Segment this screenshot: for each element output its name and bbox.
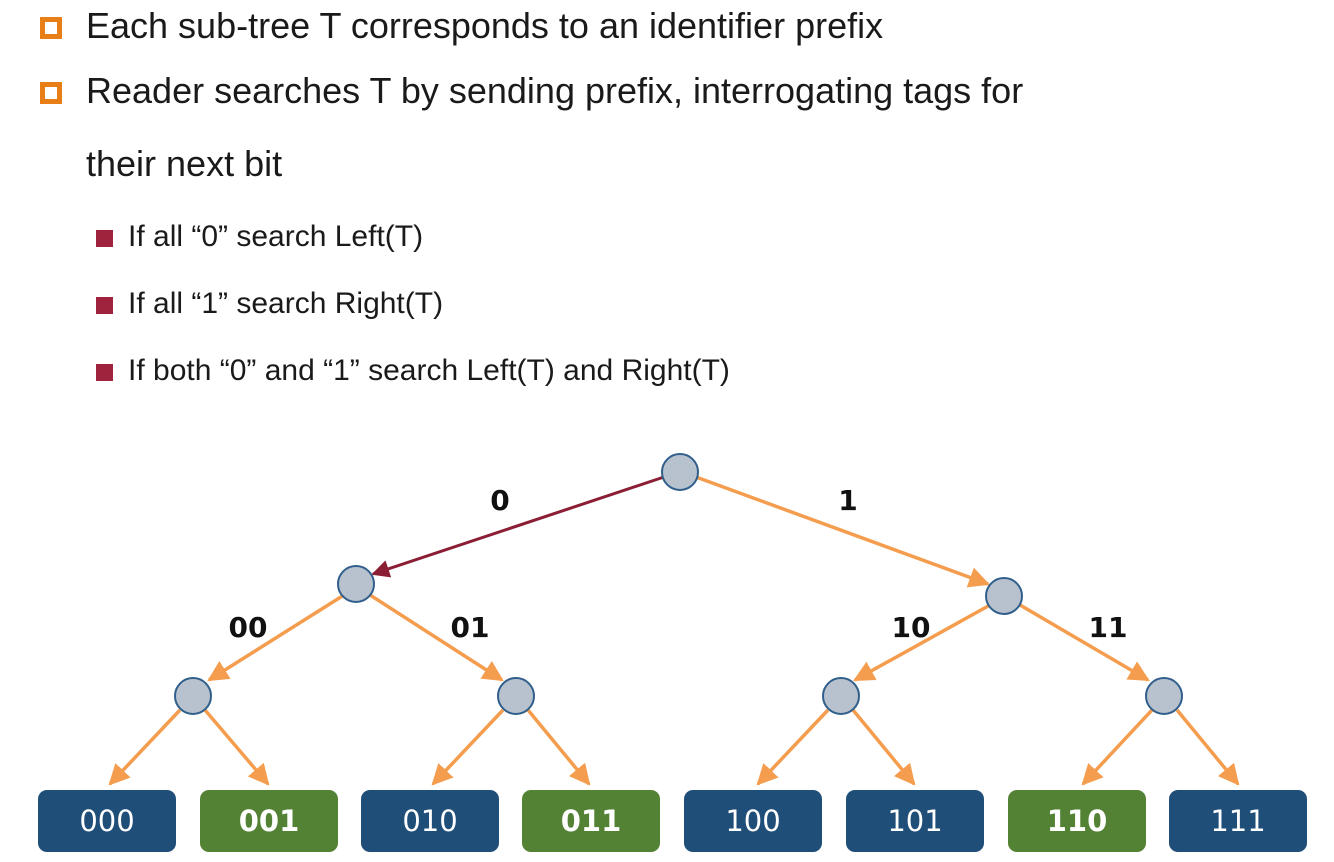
tree-node-10 bbox=[822, 677, 860, 715]
bullet-text: Each sub-tree T corresponds to an identi… bbox=[86, 5, 884, 46]
edge-11-left bbox=[1081, 708, 1154, 786]
edge-root-left bbox=[371, 475, 665, 578]
square-bullet-icon bbox=[96, 297, 113, 314]
leaf-box bbox=[200, 790, 338, 852]
edge-00-right bbox=[203, 708, 270, 786]
leaf-box bbox=[1008, 790, 1146, 852]
leaf-box bbox=[361, 790, 499, 852]
leaf-label: 000 bbox=[79, 804, 134, 838]
edge-label-1: 1 bbox=[838, 484, 857, 517]
edge-root-right bbox=[695, 475, 990, 588]
bullet-text: Reader searches T by sending prefix, int… bbox=[86, 70, 1024, 111]
leaf-node-100: 100 bbox=[684, 790, 822, 852]
sub-bullet-text: If both “0” and “1” search Left(T) and R… bbox=[128, 354, 730, 387]
tree-node-1 bbox=[985, 577, 1023, 615]
leaf-node-010: 010 bbox=[361, 790, 499, 852]
leaf-box bbox=[38, 790, 176, 852]
leaf-node-110: 110 bbox=[1008, 790, 1146, 852]
leaf-label: 110 bbox=[1047, 804, 1108, 838]
edge-10-right bbox=[851, 708, 916, 786]
edge-label-11: 11 bbox=[1089, 611, 1128, 644]
edge-10-left bbox=[756, 708, 830, 786]
edge-1-left bbox=[853, 603, 991, 682]
edge-label-10: 10 bbox=[892, 611, 931, 644]
leaf-box bbox=[1169, 790, 1307, 852]
square-bullet-icon bbox=[96, 364, 113, 381]
leaf-node-011: 011 bbox=[522, 790, 660, 852]
leaf-box bbox=[684, 790, 822, 852]
edge-label-00: 00 bbox=[229, 611, 268, 644]
leaf-label: 001 bbox=[239, 804, 300, 838]
leaf-label: 101 bbox=[887, 804, 942, 838]
tree-node-00 bbox=[174, 677, 212, 715]
tree-node-0 bbox=[337, 565, 375, 603]
square-bullet-icon bbox=[40, 82, 62, 104]
tree-node-11 bbox=[1145, 677, 1183, 715]
edge-label-0: 0 bbox=[490, 484, 509, 517]
tree-node-root bbox=[661, 453, 699, 491]
leaf-label: 111 bbox=[1210, 804, 1265, 838]
leaf-label: 011 bbox=[561, 804, 622, 838]
leaf-node-101: 101 bbox=[846, 790, 984, 852]
edge-0-right bbox=[369, 593, 504, 682]
square-bullet-icon bbox=[40, 17, 62, 39]
edge-01-right bbox=[526, 708, 591, 786]
leaf-node-111: 111 bbox=[1169, 790, 1307, 852]
leaf-node-001: 001 bbox=[200, 790, 338, 852]
sub-bullet-text: If all “0” search Left(T) bbox=[128, 220, 424, 253]
edge-01-left bbox=[431, 708, 505, 786]
edge-1-right bbox=[1019, 603, 1150, 682]
edge-00-left bbox=[108, 708, 182, 786]
tree-node-01 bbox=[497, 677, 535, 715]
leaf-box bbox=[522, 790, 660, 852]
square-bullet-icon bbox=[96, 230, 113, 247]
edge-0-left bbox=[207, 593, 345, 682]
leaf-node-000: 000 bbox=[38, 790, 176, 852]
sub-bullet-text: If all “1” search Right(T) bbox=[128, 287, 444, 320]
leaf-label: 010 bbox=[402, 804, 457, 838]
leaf-box bbox=[846, 790, 984, 852]
edge-11-right bbox=[1175, 708, 1240, 786]
edge-label-01: 01 bbox=[451, 611, 490, 644]
bullet-text: their next bit bbox=[86, 143, 283, 184]
leaf-label: 100 bbox=[725, 804, 780, 838]
